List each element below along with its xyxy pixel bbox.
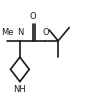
Text: N: N <box>17 28 23 37</box>
Text: O: O <box>42 28 49 37</box>
Text: O: O <box>29 12 36 21</box>
Text: NH: NH <box>13 85 26 94</box>
Text: Me: Me <box>1 28 13 37</box>
